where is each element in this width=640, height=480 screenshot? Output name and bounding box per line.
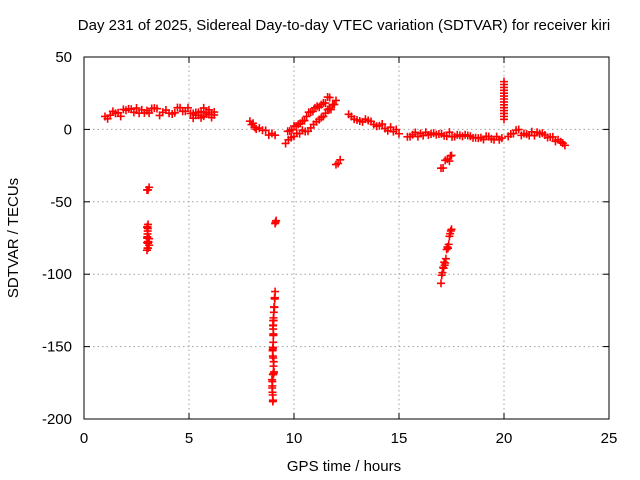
data-point (548, 132, 557, 141)
x-tick-label: 20 (496, 430, 513, 447)
x-tick-label: 10 (286, 430, 303, 447)
data-point (249, 119, 258, 128)
data-point (447, 151, 456, 160)
data-point (300, 116, 309, 125)
data-point (386, 123, 395, 132)
y-tick-label: 50 (55, 49, 72, 66)
y-axis-label: SDTVAR / TECUs (5, 178, 22, 298)
data-point (325, 93, 334, 102)
data-point (170, 108, 179, 117)
data-point (210, 110, 219, 119)
data-point (269, 396, 277, 405)
x-tick-label: 0 (80, 430, 88, 447)
data-point (272, 216, 281, 225)
data-point (445, 128, 454, 137)
x-tick-label: 5 (185, 430, 193, 447)
chart-title: Day 231 of 2025, Sidereal Day-to-day VTE… (78, 17, 610, 34)
data-point (321, 99, 330, 108)
data-point (270, 293, 279, 302)
x-tick-label: 15 (391, 430, 408, 447)
data-point (268, 370, 277, 379)
data-point (302, 112, 311, 121)
data-point (500, 115, 508, 124)
y-tick-label: -150 (42, 339, 72, 356)
data-point (395, 129, 403, 138)
data-point (437, 279, 445, 288)
y-tick-label: -50 (50, 194, 72, 211)
data-point (330, 100, 339, 109)
data-point (411, 128, 420, 137)
data-point (447, 225, 456, 234)
data-point (145, 109, 154, 118)
data-point (269, 357, 278, 366)
data-point (116, 112, 125, 121)
data-point (497, 134, 506, 143)
data-point (183, 103, 192, 112)
data-point (326, 105, 335, 114)
y-tick-label: -100 (42, 266, 72, 283)
y-tick-label: 0 (64, 121, 72, 138)
data-point (444, 240, 453, 249)
plot-frame (83, 56, 610, 420)
data-point (441, 254, 450, 263)
data-point (560, 141, 569, 150)
data-point (152, 104, 161, 113)
data-point (514, 125, 523, 134)
y-tick-label: -200 (42, 411, 72, 428)
data-point (145, 241, 154, 250)
data-point (271, 131, 280, 140)
data-point (269, 331, 278, 340)
data-point (145, 183, 154, 192)
data-point (132, 104, 141, 113)
data-points (101, 77, 569, 406)
x-axis-label: GPS time / hours (287, 458, 401, 475)
x-tick-label: 25 (601, 430, 618, 447)
data-point (439, 164, 448, 173)
data-point (445, 157, 454, 166)
data-point (336, 155, 345, 164)
data-point (392, 125, 401, 134)
axis-ticks: 0 5 10 15 20 25 50 0 -50 -100 -150 -200 (42, 49, 617, 447)
data-point (332, 96, 340, 105)
data-point (261, 126, 270, 135)
data-point (129, 108, 138, 117)
data-point (378, 120, 387, 129)
data-point (199, 103, 208, 112)
